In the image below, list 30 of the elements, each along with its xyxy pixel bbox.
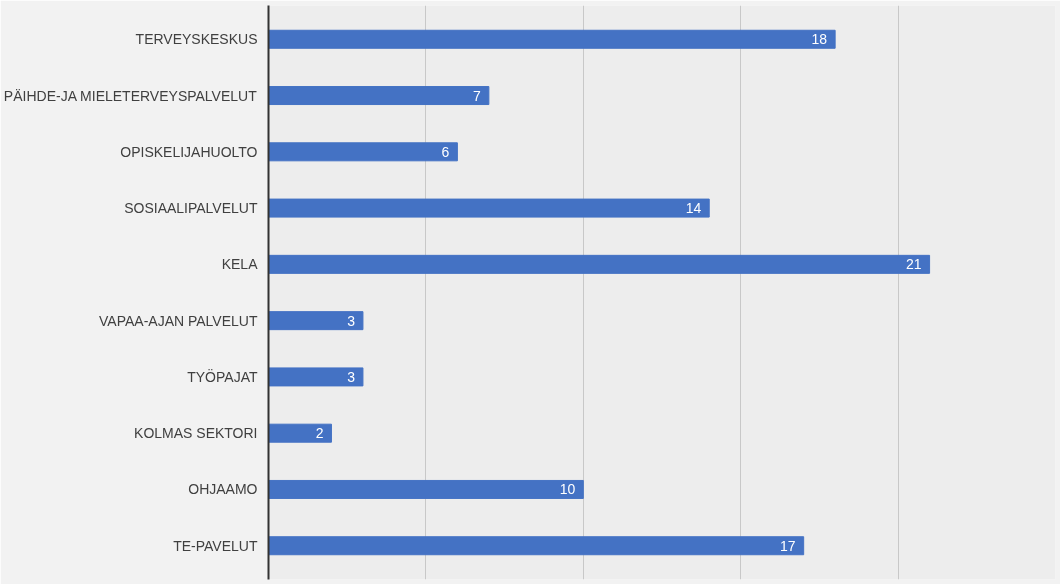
y-tick-label: OHJAAMO — [188, 481, 258, 498]
data-label: 2 — [315, 425, 324, 442]
data-label: 6 — [441, 143, 450, 160]
bar — [268, 86, 490, 106]
bar — [268, 479, 584, 499]
data-label: 3 — [347, 312, 356, 329]
bar — [268, 423, 332, 443]
bar — [268, 367, 364, 387]
bar — [268, 29, 836, 49]
y-tick-label: KELA — [221, 256, 259, 273]
y-tick-label: PÄIHDE-JA MIELETERVEYSPALVELUT — [3, 87, 258, 104]
data-label: 7 — [473, 87, 482, 104]
data-label: 10 — [559, 481, 576, 498]
bar — [268, 142, 458, 162]
bar — [268, 536, 805, 556]
data-label: 21 — [906, 256, 922, 273]
y-tick-label: KOLMAS SEKTORI — [134, 425, 258, 442]
bar — [268, 311, 364, 331]
bar — [268, 198, 710, 218]
data-label: 18 — [811, 31, 828, 48]
y-tick-label: TE-PAVELUT — [173, 537, 258, 554]
y-tick-label: TERVEYSKESKUS — [135, 31, 258, 48]
bar — [268, 254, 931, 274]
y-tick-label: OPISKELIJAHUOLTO — [120, 143, 258, 160]
y-tick-label: SOSIAALIPALVELUT — [124, 200, 258, 217]
y-tick-label: TYÖPAJAT — [187, 367, 258, 385]
data-label: 17 — [780, 537, 796, 554]
y-tick-label: VAPAA-AJAN PALVELUT — [99, 312, 258, 329]
data-label: 14 — [685, 200, 702, 217]
data-label: 3 — [347, 368, 356, 385]
